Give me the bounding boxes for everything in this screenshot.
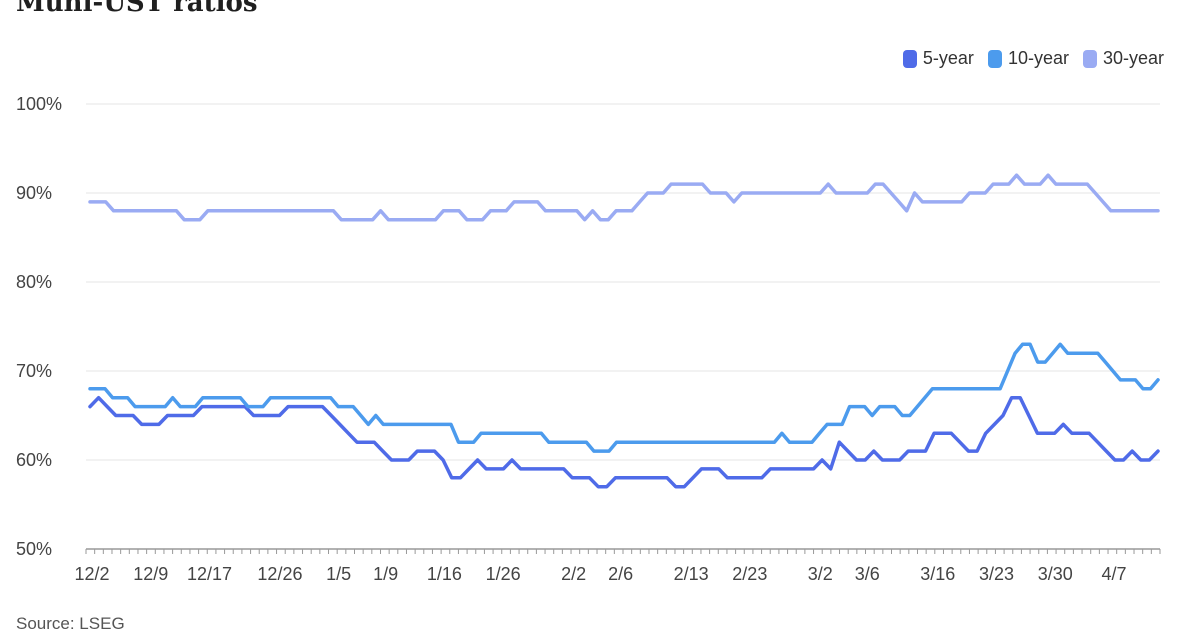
x-tick-label: 2/13: [674, 564, 709, 584]
chart-title: Muni-UST ratios: [16, 0, 258, 18]
y-tick-label: 100%: [16, 94, 62, 114]
x-tick-label: 12/9: [133, 564, 168, 584]
x-tick-label: 3/23: [979, 564, 1014, 584]
x-tick-label: 3/6: [855, 564, 880, 584]
x-tick-label: 1/26: [486, 564, 521, 584]
y-tick-label: 60%: [16, 450, 52, 470]
legend-swatch-5-year: [902, 49, 917, 68]
x-tick-label: 2/6: [608, 564, 633, 584]
legend-label-30-year: 30-year: [1102, 48, 1164, 68]
y-tick-label: 80%: [16, 272, 52, 292]
legend-label-10-year: 10-year: [1007, 48, 1069, 68]
x-tick-label: 12/2: [74, 564, 109, 584]
x-tick-label: 12/17: [187, 564, 232, 584]
x-tick-label: 12/26: [257, 564, 302, 584]
y-tick-label: 90%: [16, 183, 52, 203]
x-tick-label: 2/2: [561, 564, 586, 584]
legend-label-5-year: 5-year: [922, 48, 974, 68]
x-tick-label: 1/5: [326, 564, 351, 584]
x-tick-label: 3/16: [920, 564, 955, 584]
legend-item-30-year: 30-year: [1082, 48, 1164, 69]
series-line-5-year: [88, 395, 1160, 489]
source-note: Source: LSEG: [16, 614, 125, 633]
series-line-10-year: [88, 342, 1160, 453]
x-tick-label: 3/2: [808, 564, 833, 584]
gridlines: [86, 103, 1160, 550]
x-tick-label: 1/16: [427, 564, 462, 584]
legend-item-5-year: 5-year: [902, 48, 974, 69]
series-lines: [88, 173, 1160, 489]
legend-item-10-year: 10-year: [987, 48, 1069, 69]
legend-swatch-30-year: [1082, 49, 1097, 68]
x-tick-label: 1/9: [373, 564, 398, 584]
y-tick-label: 70%: [16, 361, 52, 381]
y-tick-label: 50%: [16, 539, 52, 559]
legend-swatch-10-year: [987, 49, 1002, 68]
series-line-30-year: [88, 173, 1160, 222]
chart-legend: 5-year 10-year 30-year: [902, 48, 1164, 69]
x-tick-label: 4/7: [1101, 564, 1126, 584]
x-axis: 12/2 12/9 12/17 12/26 1/5 1/9 1/16 1/26 2/2 2/6 2/…: [74, 549, 1161, 584]
x-tick-label: 2/23: [732, 564, 767, 584]
y-axis-ticks: 50% 60% 70% 80% 90% 100%: [16, 94, 62, 559]
x-tick-label: 3/30: [1038, 564, 1073, 584]
